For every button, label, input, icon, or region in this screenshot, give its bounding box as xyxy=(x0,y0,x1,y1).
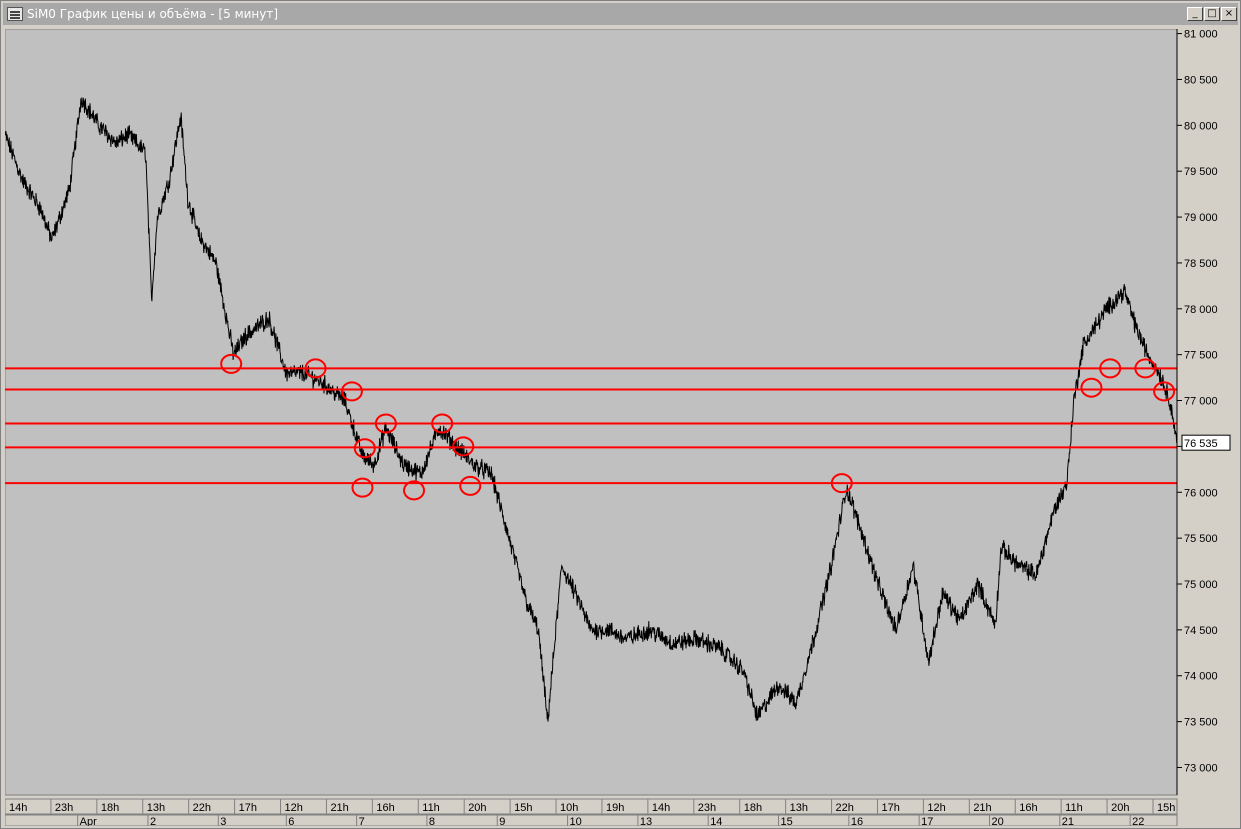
last-price-box xyxy=(1181,434,1231,451)
circle-annotation[interactable] xyxy=(830,473,853,494)
close-button[interactable]: × xyxy=(1221,7,1237,21)
time-tick-label: 16h xyxy=(376,802,394,814)
time-tick-label: 13h xyxy=(147,802,165,814)
y-tick-label: 81 000 xyxy=(1184,29,1218,41)
date-tick-label: 9 xyxy=(499,816,505,826)
y-tick-label: 79 500 xyxy=(1184,166,1218,178)
circle-annotation[interactable] xyxy=(431,413,454,434)
circle-annotation[interactable] xyxy=(220,353,243,374)
time-tick-label: 18h xyxy=(101,802,119,814)
time-tick-label: 23h xyxy=(55,802,73,814)
y-tick-label: 74 000 xyxy=(1184,671,1218,683)
circle-annotation[interactable] xyxy=(351,477,374,498)
time-tick-label: 15h xyxy=(1157,802,1175,814)
minimize-button[interactable]: _ xyxy=(1187,7,1203,21)
time-tick-label: 18h xyxy=(744,802,762,814)
price-chart[interactable]: 81 000 80 500 80 000 79 500 79 000 78 500 78 0… xyxy=(5,29,1237,826)
time-tick-label: 12h xyxy=(285,802,303,814)
date-tick-label: Apr xyxy=(80,816,97,826)
price-series-line xyxy=(5,96,1178,722)
y-tick-label: 80 500 xyxy=(1184,74,1218,86)
y-tick-label: 77 500 xyxy=(1184,350,1218,362)
time-tick-label: 12h xyxy=(927,802,945,814)
time-tick-label: 21h xyxy=(973,802,991,814)
chart-area[interactable]: 81 000 80 500 80 000 79 500 79 000 78 500 78 0… xyxy=(5,29,1237,826)
time-tick-label: 11h xyxy=(422,802,440,814)
date-tick-label: 22 xyxy=(1132,816,1144,826)
time-tick-label: 11h xyxy=(1065,802,1083,814)
date-tick-label: 15 xyxy=(781,816,793,826)
circle-annotation[interactable] xyxy=(1153,381,1176,402)
time-tick-label: 21h xyxy=(330,802,348,814)
circle-annotation[interactable] xyxy=(403,480,426,501)
time-tick-label: 15h xyxy=(514,802,532,814)
circle-annotation[interactable] xyxy=(374,413,397,434)
y-tick-label: 75 500 xyxy=(1184,533,1218,545)
circle-annotation[interactable] xyxy=(304,358,327,379)
date-tick-label: 10 xyxy=(570,816,582,826)
y-tick-label: 76 000 xyxy=(1184,487,1218,499)
time-tick-label: 16h xyxy=(1019,802,1037,814)
y-tick-label: 80 000 xyxy=(1184,120,1218,132)
circle-annotation[interactable] xyxy=(1080,377,1103,398)
y-tick-label: 75 000 xyxy=(1184,579,1218,591)
window-title: SiM0 График цены и объёма - [5 минут] xyxy=(27,7,279,21)
time-tick-label: 19h xyxy=(606,802,624,814)
time-tick-label: 23h xyxy=(698,802,716,814)
last-price-label: 76 535 xyxy=(1184,438,1218,450)
y-tick-label: 79 000 xyxy=(1184,212,1218,224)
time-tick-label: 20h xyxy=(468,802,486,814)
title-bar[interactable]: SiM0 График цены и объёма - [5 минут] _ … xyxy=(3,3,1238,25)
time-tick-label: 14h xyxy=(652,802,670,814)
date-tick-label: 2 xyxy=(150,816,156,826)
y-tick-label: 74 500 xyxy=(1184,625,1218,637)
y-tick-label: 73 500 xyxy=(1184,717,1218,729)
circle-annotation[interactable] xyxy=(340,381,363,402)
plot-background xyxy=(5,29,1178,796)
date-tick-label: 7 xyxy=(359,816,365,826)
time-axis-row xyxy=(5,798,1178,815)
date-tick-label: 17 xyxy=(921,816,933,826)
time-tick-label: 13h xyxy=(790,802,808,814)
time-tick-label: 17h xyxy=(239,802,257,814)
time-tick-label: 10h xyxy=(560,802,578,814)
circle-annotation[interactable] xyxy=(1134,358,1157,379)
maximize-button[interactable]: □ xyxy=(1204,7,1220,21)
date-tick-label: 16 xyxy=(851,816,863,826)
y-tick-label: 73 000 xyxy=(1184,762,1218,774)
y-tick-label: 78 500 xyxy=(1184,258,1218,270)
date-axis-row xyxy=(5,814,1178,826)
circle-annotation[interactable] xyxy=(452,436,475,457)
date-tick-label: 14 xyxy=(710,816,722,826)
time-tick-label: 22h xyxy=(193,802,211,814)
date-tick-label: 6 xyxy=(288,816,294,826)
date-tick-label: 13 xyxy=(640,816,652,826)
circle-annotation[interactable] xyxy=(1099,358,1122,379)
circle-annotation[interactable] xyxy=(353,438,376,459)
date-tick-label: 20 xyxy=(991,816,1003,826)
date-tick-label: 3 xyxy=(220,816,226,826)
chart-app-icon[interactable] xyxy=(7,7,23,21)
time-tick-label: 14h xyxy=(9,802,27,814)
y-tick-label: 77 000 xyxy=(1184,396,1218,408)
time-tick-label: 17h xyxy=(881,802,899,814)
circle-annotation[interactable] xyxy=(459,475,482,496)
y-tick-label: 78 000 xyxy=(1184,304,1218,316)
date-tick-label: 8 xyxy=(429,816,435,826)
date-tick-label: 21 xyxy=(1062,816,1074,826)
time-tick-label: 20h xyxy=(1111,802,1129,814)
time-tick-label: 22h xyxy=(836,802,854,814)
